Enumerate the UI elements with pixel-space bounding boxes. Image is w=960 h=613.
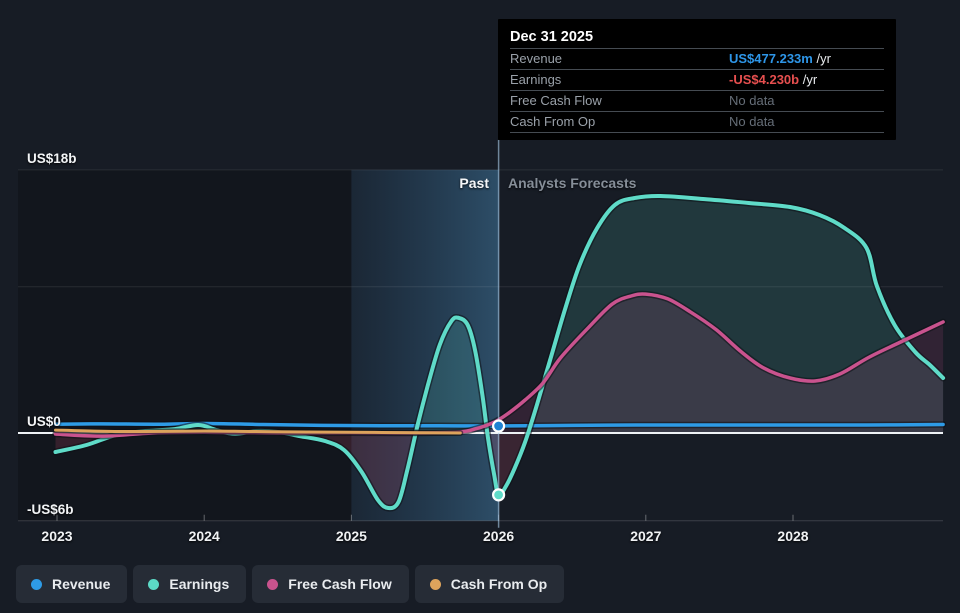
free-cash-flow-area-positive [55, 293, 944, 433]
y-axis-label: US$18b [27, 150, 77, 166]
past-region-shade [18, 169, 352, 521]
revenue-marker [492, 419, 506, 433]
tooltip-row: Cash From Op No data [510, 111, 884, 133]
x-axis-label-2025: 2025 [335, 528, 367, 544]
revenue-line [53, 421, 945, 428]
revenue-dot-icon [31, 578, 42, 590]
tooltip-title: Dec 31 2025 [510, 29, 594, 45]
tooltip-row: Free Cash Flow No data [510, 90, 884, 111]
tooltip-row-value: No data [729, 114, 775, 129]
legend-button-earnings[interactable]: Earnings [133, 565, 247, 603]
legend-button-revenue[interactable]: Revenue [16, 565, 128, 603]
analysts-forecasts-label: Analysts Forecasts [508, 175, 637, 191]
y-axis-label: US$0 [27, 414, 61, 429]
tooltip-row-value: No data [729, 93, 775, 108]
x-axis-label-2023: 2023 [41, 528, 73, 544]
earnings-area-positive [55, 195, 944, 433]
x-axis-label-2027: 2027 [630, 528, 662, 544]
tooltip-row-label: Revenue [510, 51, 563, 66]
legend-button-cash-from-op[interactable]: Cash From Op [414, 565, 565, 603]
free-cash-flow-dot-icon [267, 578, 279, 590]
tooltip: Dec 31 2025 Revenue US$477.233m /yr Earnin… [498, 19, 896, 140]
legend-label: Cash From Op [450, 576, 548, 592]
x-axis-label-2024: 2024 [188, 528, 220, 544]
legend-label: Revenue [52, 576, 111, 592]
tooltip-row-value: US$477.233m /yr [729, 51, 831, 66]
earnings-dot-icon [148, 578, 160, 590]
y-axis-label: -US$6b [27, 501, 74, 517]
earnings-marker [492, 488, 506, 502]
tooltip-row-label: Cash From Op [510, 114, 596, 129]
x-axis-label-2026: 2026 [483, 528, 515, 544]
tooltip-row: Earnings -US$4.230b /yr [510, 69, 884, 90]
tooltip-row-value: -US$4.230b /yr [729, 72, 818, 87]
legend-label: Earnings [169, 576, 230, 592]
tooltip-row-label: Free Cash Flow [510, 93, 602, 108]
legend-bar: Revenue Earnings Free Cash Flow Cash From O… [16, 565, 565, 603]
cash-from-op-dot-icon [429, 578, 441, 590]
x-axis-label-2028: 2028 [777, 528, 809, 544]
cash-from-op-line [54, 428, 462, 435]
tooltip-row: Revenue US$477.233m /yr [510, 48, 884, 69]
legend-button-free-cash-flow[interactable]: Free Cash Flow [252, 565, 409, 603]
tooltip-rows: Revenue US$477.233m /yr Earnings -US$4.230b… [510, 48, 884, 133]
tooltip-row-label: Earnings [510, 72, 562, 87]
past-label: Past [459, 175, 489, 191]
legend-label: Free Cash Flow [288, 576, 392, 592]
